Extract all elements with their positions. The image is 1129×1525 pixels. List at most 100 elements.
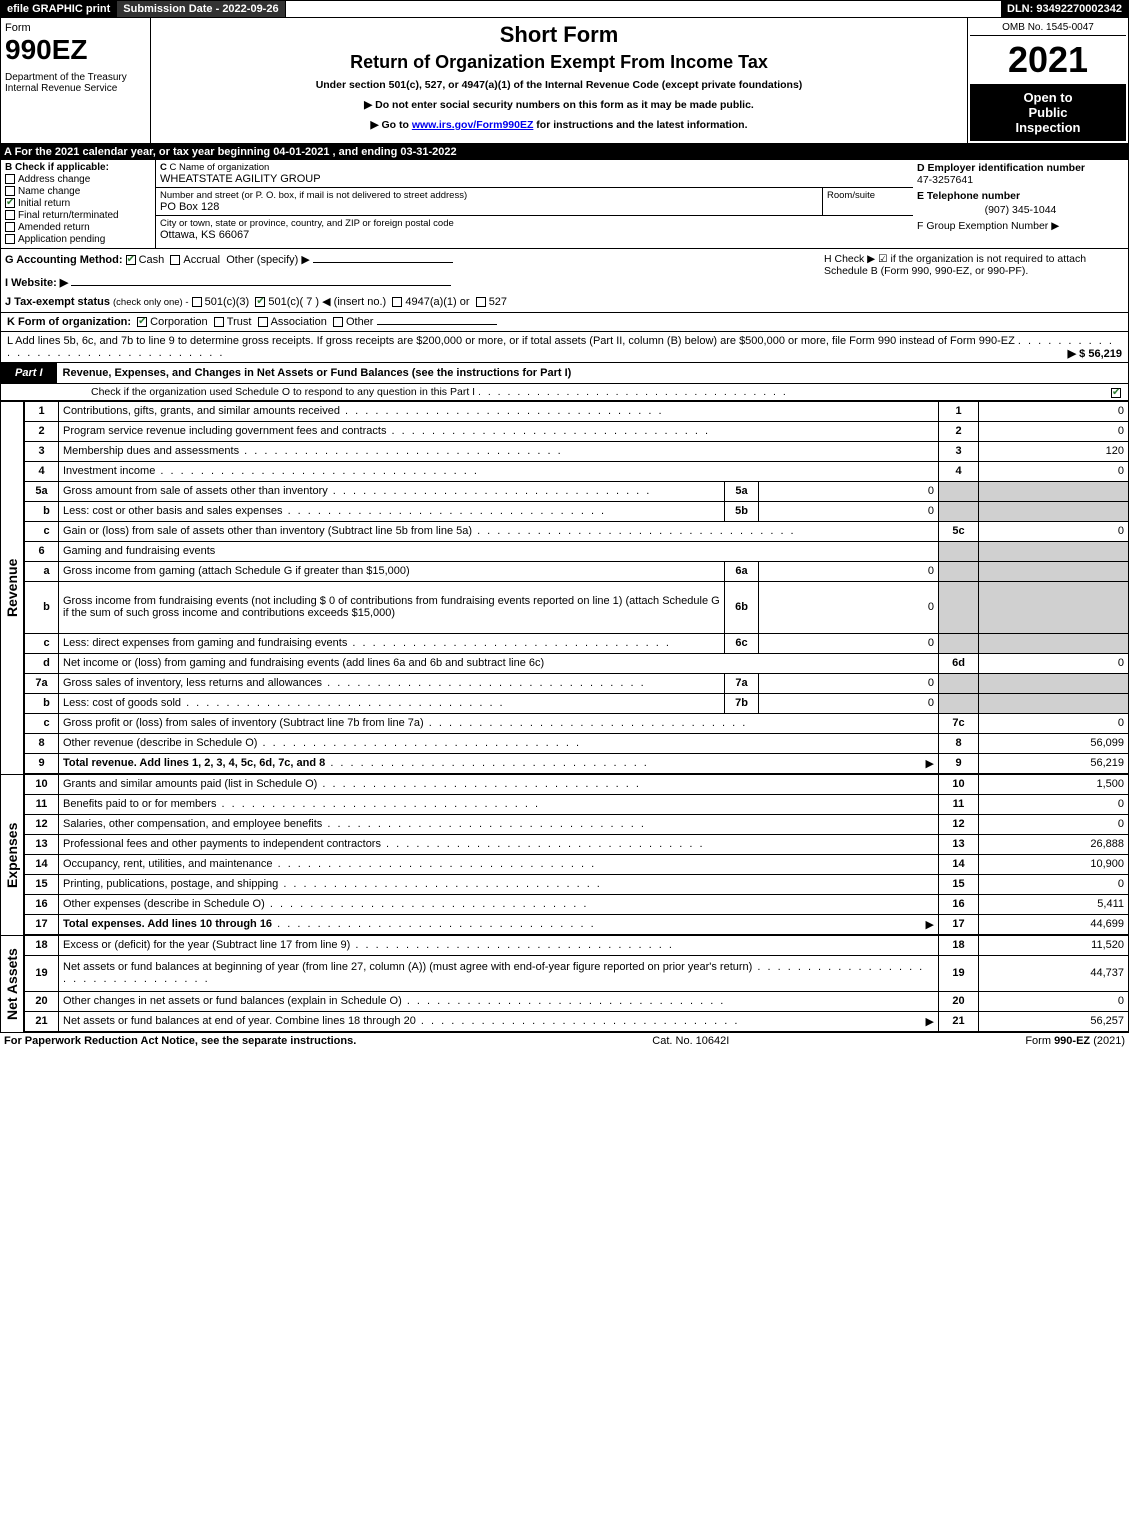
dots-icon: [424, 717, 748, 729]
street-cell: Number and street (or P. O. box, if mail…: [156, 188, 823, 215]
checkbox-icon[interactable]: [5, 186, 15, 196]
org-name: WHEATSTATE AGILITY GROUP: [160, 173, 909, 185]
j-label: J Tax-exempt status: [5, 296, 110, 308]
dots-icon: [257, 737, 581, 749]
line-desc: Occupancy, rent, utilities, and maintena…: [63, 858, 273, 870]
tax-year: 2021: [970, 36, 1126, 84]
line-desc: Grants and similar amounts paid (list in…: [63, 778, 317, 790]
address-block: B Check if applicable: Address change Na…: [0, 160, 1129, 249]
check-label-5: Application pending: [18, 234, 105, 245]
line-8: 8Other revenue (describe in Schedule O)8…: [25, 733, 1129, 753]
dots-icon: [239, 445, 563, 457]
part1-title: Revenue, Expenses, and Changes in Net As…: [63, 367, 572, 379]
topbar-spacer: [286, 1, 1001, 17]
line-13: 13Professional fees and other payments t…: [25, 834, 1129, 854]
dots-icon: [340, 405, 664, 417]
checkbox-icon[interactable]: [392, 297, 402, 307]
checkbox-icon[interactable]: [192, 297, 202, 307]
line-3: 3Membership dues and assessments3120: [25, 441, 1129, 461]
footer-right-post: (2021): [1090, 1035, 1125, 1047]
dln: DLN: 93492270002342: [1001, 1, 1128, 17]
part1-check-row: Check if the organization used Schedule …: [0, 384, 1129, 401]
instr-2-post: for instructions and the latest informat…: [533, 119, 747, 131]
line-desc: Benefits paid to or for members: [63, 798, 216, 810]
dots-icon: [416, 1015, 740, 1027]
form-number: 990EZ: [5, 34, 146, 66]
line-desc: Salaries, other compensation, and employ…: [63, 818, 322, 830]
part1-check-text: Check if the organization used Schedule …: [91, 386, 475, 398]
instr-1: ▶ Do not enter social security numbers o…: [157, 99, 961, 111]
dots-icon: [322, 677, 646, 689]
c-name-label: C C Name of organization: [160, 162, 909, 173]
checkbox-icon[interactable]: [5, 174, 15, 184]
k-opt-1: Trust: [227, 316, 252, 328]
page-footer: For Paperwork Reduction Act Notice, see …: [0, 1032, 1129, 1049]
k-opt-3: Other: [346, 316, 374, 328]
street-box: Number and street (or P. O. box, if mail…: [156, 188, 913, 216]
check-label-1: Name change: [18, 186, 80, 197]
line-desc: Net assets or fund balances at beginning…: [63, 961, 752, 973]
netassets-block: Net Assets 18Excess or (deficit) for the…: [0, 935, 1129, 1032]
checkbox-icon[interactable]: [333, 317, 343, 327]
checkbox-icon[interactable]: [476, 297, 486, 307]
line-desc: Membership dues and assessments: [63, 445, 239, 457]
org-name-box: C C Name of organization WHEATSTATE AGIL…: [156, 160, 913, 188]
line-9: 9Total revenue. Add lines 1, 2, 3, 4, 5c…: [25, 753, 1129, 773]
efile-label: efile GRAPHIC print: [1, 1, 117, 17]
line-2: 2Program service revenue including gover…: [25, 421, 1129, 441]
footer-right: Form 990-EZ (2021): [1025, 1035, 1125, 1047]
dots-icon: [328, 485, 652, 497]
checkbox-icon[interactable]: [170, 255, 180, 265]
expenses-block: Expenses 10Grants and similar amounts pa…: [0, 774, 1129, 935]
line-21: 21Net assets or fund balances at end of …: [25, 1011, 1129, 1031]
section-i: I Website: ▶: [5, 276, 824, 289]
checkbox-icon[interactable]: [255, 297, 265, 307]
j-opt1: 501(c)(3): [205, 296, 250, 308]
checkbox-icon[interactable]: [137, 317, 147, 327]
line-desc: Gain or (loss) from sale of assets other…: [63, 525, 472, 537]
section-j: J Tax-exempt status (check only one) - 5…: [5, 295, 824, 308]
l-amount: ▶ $ 56,219: [1068, 347, 1122, 360]
header-left: Form 990EZ Department of the Treasury In…: [1, 18, 151, 143]
line-desc: Gross amount from sale of assets other t…: [63, 485, 328, 497]
checkbox-icon[interactable]: [1111, 388, 1121, 398]
h-text: H Check ▶ ☑ if the organization is not r…: [824, 253, 1086, 277]
line-6c: cLess: direct expenses from gaming and f…: [25, 633, 1129, 653]
checkbox-icon[interactable]: [5, 234, 15, 244]
ein-label: D Employer identification number: [917, 162, 1124, 174]
line-11: 11Benefits paid to or for members110: [25, 794, 1129, 814]
section-d: D Employer identification number 47-3257…: [913, 160, 1128, 248]
check-final-return: Final return/terminated: [5, 210, 151, 221]
line-7c: cGross profit or (loss) from sales of in…: [25, 713, 1129, 733]
check-address-change: Address change: [5, 174, 151, 185]
checkbox-icon[interactable]: [214, 317, 224, 327]
check-label-0: Address change: [18, 174, 90, 185]
checkbox-icon[interactable]: [5, 198, 15, 208]
checkbox-icon[interactable]: [258, 317, 268, 327]
dots-icon: [381, 838, 705, 850]
checkbox-icon[interactable]: [5, 210, 15, 220]
street-value: PO Box 128: [160, 201, 818, 213]
checkbox-icon[interactable]: [5, 222, 15, 232]
gh-row: G Accounting Method: Cash Accrual Other …: [0, 249, 1129, 313]
revenue-label: Revenue: [0, 401, 24, 774]
open-1: Open to: [974, 90, 1122, 105]
j-opt2: 501(c)( 7 ) ◀ (insert no.): [268, 296, 386, 308]
part1-header: Part I Revenue, Expenses, and Changes in…: [0, 363, 1129, 384]
line-6d: dNet income or (loss) from gaming and fu…: [25, 653, 1129, 673]
line-17: 17Total expenses. Add lines 10 through 1…: [25, 914, 1129, 934]
dots-icon: [347, 637, 671, 649]
open-2: Public: [974, 105, 1122, 120]
section-h: H Check ▶ ☑ if the organization is not r…: [824, 253, 1124, 308]
check-label-2: Initial return: [18, 198, 70, 209]
g-label: G Accounting Method:: [5, 254, 123, 266]
instr-2: ▶ Go to www.irs.gov/Form990EZ for instru…: [157, 119, 961, 131]
line-18: 18Excess or (deficit) for the year (Subt…: [25, 935, 1129, 955]
g-cash: Cash: [139, 254, 165, 266]
accounting-method: G Accounting Method: Cash Accrual Other …: [5, 253, 824, 266]
dept-text: Department of the Treasury Internal Reve…: [5, 72, 146, 94]
checkbox-icon[interactable]: [126, 255, 136, 265]
line-desc: Less: cost or other basis and sales expe…: [63, 505, 283, 517]
irs-link[interactable]: www.irs.gov/Form990EZ: [412, 119, 534, 131]
l-text: L Add lines 5b, 6c, and 7b to line 9 to …: [7, 335, 1015, 347]
